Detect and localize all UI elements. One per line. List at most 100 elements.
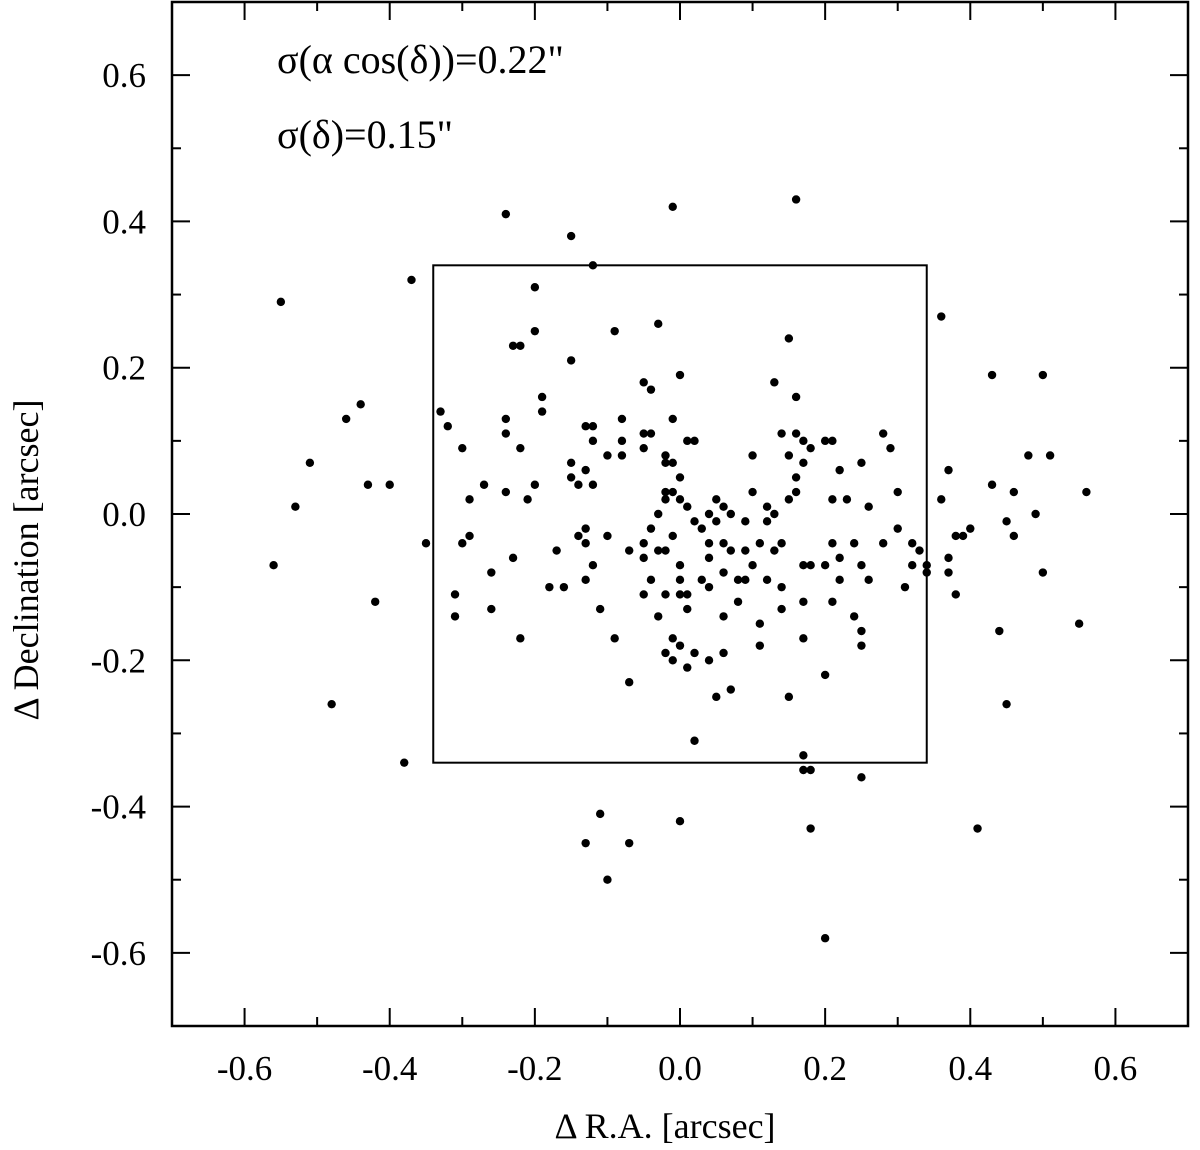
data-point	[566, 231, 576, 241]
data-point	[712, 517, 721, 526]
data-point	[668, 634, 677, 643]
data-point	[799, 751, 808, 760]
data-point	[799, 436, 808, 446]
data-point	[683, 436, 692, 446]
x-tick-label: -0.2	[507, 1049, 562, 1088]
data-point	[966, 524, 975, 533]
x-tick-label: 0.0	[658, 1049, 702, 1088]
annotation-sigma-dec: σ(δ)=0.15"	[277, 112, 453, 157]
y-tick-label: 0.6	[102, 56, 146, 95]
x-tick-labels: -0.6 -0.4 -0.2 0.0 0.2 0.4 0.6	[217, 1049, 1137, 1088]
data-point	[646, 524, 656, 533]
data-point	[436, 407, 445, 416]
data-point	[639, 590, 648, 599]
data-point	[588, 480, 598, 489]
data-point	[610, 634, 619, 643]
data-point	[588, 261, 598, 270]
x-tick-label: -0.4	[362, 1049, 417, 1088]
data-point	[1031, 509, 1040, 519]
data-point	[595, 809, 605, 819]
data-point	[835, 575, 844, 585]
data-points	[269, 195, 1091, 943]
data-point	[537, 407, 547, 416]
data-point	[857, 561, 866, 570]
data-point	[610, 326, 619, 336]
data-point	[341, 414, 351, 424]
data-point	[1009, 531, 1019, 541]
data-point	[1002, 517, 1011, 526]
data-point	[603, 875, 612, 884]
data-point	[516, 634, 525, 643]
y-tick-label: -0.6	[91, 934, 146, 973]
data-point	[588, 436, 598, 446]
data-point	[1002, 699, 1011, 709]
data-point	[784, 451, 794, 460]
data-point	[675, 473, 685, 482]
data-point	[479, 480, 489, 489]
data-point	[791, 195, 801, 204]
data-point	[1045, 451, 1055, 460]
data-point	[828, 597, 837, 606]
data-point	[864, 502, 873, 511]
data-point	[777, 429, 786, 438]
data-point	[675, 590, 685, 599]
data-point	[864, 575, 873, 585]
data-point	[1082, 487, 1091, 497]
data-point	[748, 487, 757, 497]
data-point	[806, 824, 815, 833]
data-point	[566, 458, 576, 467]
data-point	[385, 480, 394, 489]
data-point	[791, 487, 801, 497]
data-point	[719, 612, 728, 621]
data-point	[1009, 487, 1019, 497]
data-point	[552, 546, 561, 555]
data-point	[675, 641, 685, 650]
data-point	[937, 495, 946, 504]
data-point	[777, 604, 786, 614]
data-point	[849, 612, 859, 621]
data-point	[908, 539, 917, 548]
data-point	[828, 539, 837, 548]
data-point	[581, 575, 590, 585]
data-point	[639, 553, 648, 563]
data-point	[842, 495, 852, 504]
data-point	[755, 641, 765, 650]
data-point	[465, 495, 474, 504]
data-point	[668, 202, 677, 211]
data-point	[762, 575, 772, 585]
data-point	[537, 392, 547, 402]
data-point	[697, 575, 706, 585]
data-point	[675, 817, 685, 826]
data-point	[704, 539, 714, 548]
data-point	[762, 517, 772, 526]
data-point	[639, 539, 648, 548]
data-point	[857, 641, 866, 650]
x-tick-label: 0.2	[803, 1049, 847, 1088]
data-point	[581, 465, 590, 475]
data-point	[835, 465, 844, 475]
data-point	[1038, 370, 1048, 380]
data-point	[595, 604, 605, 614]
data-point	[777, 582, 786, 592]
data-point	[487, 604, 496, 614]
data-point	[421, 539, 431, 548]
data-point	[327, 699, 336, 709]
data-point	[530, 480, 540, 489]
data-point	[784, 692, 794, 702]
data-point	[958, 531, 968, 541]
data-point	[661, 648, 670, 658]
annotation-sigma-ra: σ(α cos(δ))=0.22"	[277, 37, 564, 82]
data-point	[487, 568, 496, 577]
data-point	[305, 458, 315, 467]
data-point	[501, 209, 511, 219]
data-point	[690, 436, 699, 446]
data-point	[450, 612, 460, 621]
data-point	[603, 531, 612, 541]
data-point	[646, 385, 656, 394]
data-point	[683, 604, 692, 614]
data-point	[363, 480, 373, 489]
data-point	[806, 443, 815, 453]
data-point	[704, 509, 714, 519]
data-point	[791, 429, 801, 438]
